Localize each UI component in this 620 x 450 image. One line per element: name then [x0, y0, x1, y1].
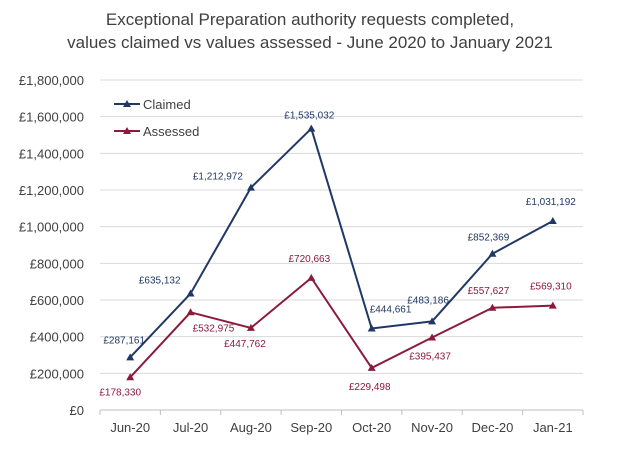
y-tick-label: £0 [70, 403, 84, 418]
data-label: £635,132 [139, 276, 181, 287]
y-tick-label: £400,000 [30, 330, 84, 345]
x-tick-label: Jun-20 [110, 420, 150, 435]
data-label: £1,031,192 [526, 197, 576, 208]
data-label: £444,661 [370, 304, 412, 315]
data-label: £532,975 [193, 323, 235, 334]
data-point [548, 216, 557, 224]
data-label: £395,437 [409, 352, 451, 363]
data-label: £229,498 [349, 382, 391, 393]
chart-title-line-1: Exceptional Preparation authority reques… [105, 10, 515, 29]
data-label: £569,310 [530, 282, 572, 293]
x-tick-label: Jan-21 [533, 420, 573, 435]
chart-title-line-2: values claimed vs values assessed - June… [67, 33, 553, 52]
data-point [367, 324, 376, 332]
y-tick-label: £1,800,000 [19, 73, 84, 88]
data-point [488, 249, 497, 257]
data-point [186, 289, 195, 297]
x-tick-label: Nov-20 [411, 420, 453, 435]
x-tick-label: Oct-20 [352, 420, 391, 435]
x-tick-label: Jul-20 [173, 420, 208, 435]
data-point [548, 301, 557, 309]
data-point [186, 308, 195, 316]
data-label: £1,535,032 [284, 111, 334, 122]
data-point [488, 303, 497, 311]
data-label: £483,186 [407, 295, 449, 306]
data-point [246, 323, 255, 331]
legend-label: Claimed [143, 97, 191, 112]
legend-marker [123, 100, 131, 107]
data-point [126, 353, 135, 361]
y-tick-label: £200,000 [30, 366, 84, 381]
data-label: £287,161 [103, 335, 145, 346]
y-tick-label: £1,200,000 [19, 183, 84, 198]
chart-title: Exceptional Preparation authority reques… [0, 8, 620, 54]
legend-marker [123, 127, 131, 134]
data-point [367, 363, 376, 371]
y-tick-label: £1,400,000 [19, 146, 84, 161]
data-point [428, 333, 437, 341]
series-line [129, 276, 553, 378]
y-tick-label: £1,000,000 [19, 220, 84, 235]
data-label: £852,369 [468, 233, 510, 244]
legend-label: Assessed [143, 124, 199, 139]
data-label: £447,762 [224, 339, 266, 350]
data-label: £178,330 [99, 387, 141, 398]
data-label: £720,663 [288, 254, 330, 265]
data-point [307, 273, 316, 281]
y-tick-label: £800,000 [30, 256, 84, 271]
data-label: £557,627 [468, 286, 510, 297]
data-point [428, 317, 437, 325]
x-tick-label: Sep-20 [290, 420, 332, 435]
data-point [307, 124, 316, 132]
data-label: £1,212,972 [193, 172, 243, 183]
data-point [126, 373, 135, 381]
data-point [246, 183, 255, 191]
y-tick-label: £1,600,000 [19, 110, 84, 125]
x-tick-label: Aug-20 [230, 420, 272, 435]
y-tick-label: £600,000 [30, 293, 84, 308]
x-tick-label: Dec-20 [471, 420, 513, 435]
series-line [129, 127, 554, 359]
